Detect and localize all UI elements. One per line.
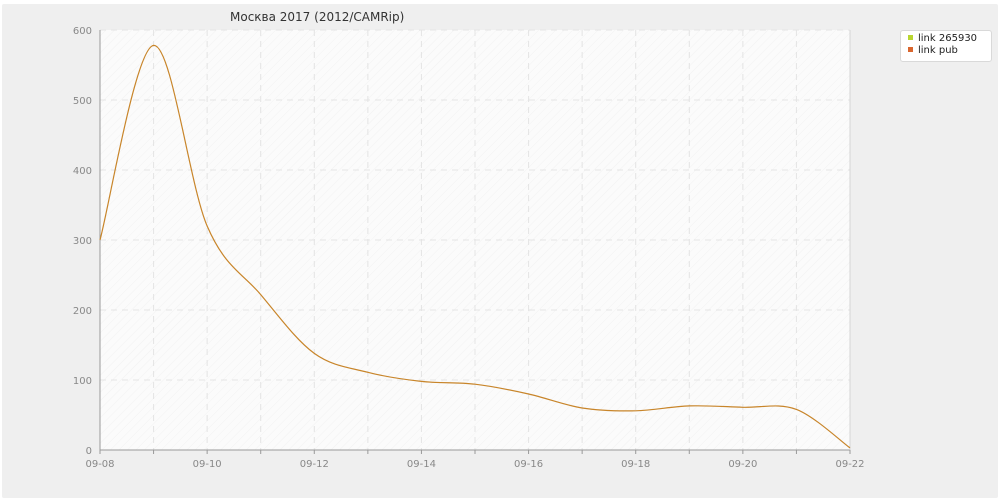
legend-label-link-265930: link 265930	[918, 33, 978, 44]
y-tick-label: 300	[73, 236, 92, 247]
y-tick-label: 100	[73, 376, 92, 387]
series	[99, 44, 851, 449]
x-tick-label: 09-12	[300, 459, 329, 470]
y-tick-label: 400	[73, 166, 92, 177]
x-tick-label: 09-18	[621, 459, 650, 470]
y-tick-label: 500	[73, 96, 92, 107]
legend: link 265930 link pub	[900, 30, 992, 62]
legend-item-link-265930[interactable]: link 265930	[908, 33, 977, 45]
tick-labels: 0 100 200 300 400 500 600 09-08 09-10 09-12 09-14 0…	[73, 26, 865, 470]
x-tick-label: 09-20	[728, 459, 757, 470]
y-tick-label: 0	[86, 446, 92, 457]
chart-title: Москва 2017 (2012/CAMRip)	[230, 10, 405, 24]
x-tick-label: 09-08	[85, 459, 114, 470]
legend-label-link-pub: link pub	[918, 45, 958, 56]
x-tick-label: 09-16	[514, 459, 543, 470]
x-tick-label: 09-10	[193, 459, 222, 470]
x-tick-label: 09-14	[407, 459, 436, 470]
legend-item-link-pub[interactable]: link pub	[908, 45, 958, 57]
y-tick-label: 600	[73, 26, 92, 37]
series-line-link-pub	[99, 44, 851, 449]
x-tick-label: 09-22	[835, 459, 864, 470]
legend-swatch-link-265930	[908, 35, 913, 40]
grid	[100, 29, 851, 450]
legend-swatch-link-pub	[908, 47, 913, 52]
y-tick-label: 200	[73, 306, 92, 317]
